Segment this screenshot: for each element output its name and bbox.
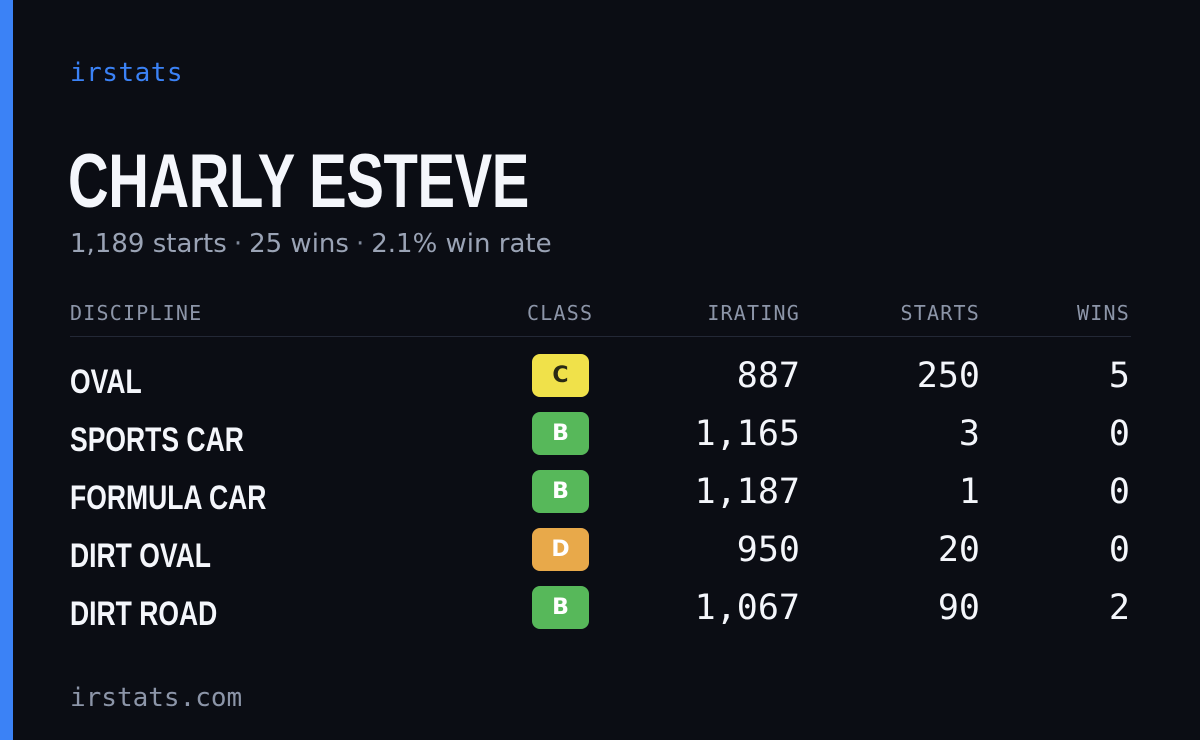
wins-value: 0 <box>1108 472 1130 512</box>
footer-url[interactable]: irstats.com <box>70 683 243 713</box>
discipline-name: SPORTS CAR <box>70 421 244 459</box>
table-row: OVAL C 887 250 5 <box>0 354 1200 412</box>
discipline-name: FORMULA CAR <box>70 479 267 517</box>
class-badge: B <box>532 470 589 513</box>
header-starts: STARTS <box>900 301 980 325</box>
header-discipline: DISCIPLINE <box>70 301 203 325</box>
class-badge: C <box>532 354 589 397</box>
header-wins: WINS <box>1077 301 1130 325</box>
discipline-name: DIRT ROAD <box>70 595 218 633</box>
accent-bar <box>0 0 13 740</box>
irating-value: 1,165 <box>694 414 800 454</box>
table-row: DIRT ROAD B 1,067 90 2 <box>0 586 1200 644</box>
table-row: SPORTS CAR B 1,165 3 0 <box>0 412 1200 470</box>
page-title: CHARLY ESTEVE <box>68 139 529 224</box>
discipline-name: DIRT OVAL <box>70 537 211 575</box>
discipline-name: OVAL <box>70 363 142 401</box>
wins-value: 0 <box>1108 530 1130 570</box>
wins-total: 25 wins <box>249 229 349 259</box>
class-badge: D <box>532 528 589 571</box>
starts-value: 20 <box>937 530 980 570</box>
wins-value: 5 <box>1108 356 1130 396</box>
class-badge: B <box>532 412 589 455</box>
starts-value: 90 <box>937 588 980 628</box>
wins-value: 0 <box>1108 414 1130 454</box>
win-rate: 2.1% win rate <box>371 229 552 259</box>
header-class: CLASS <box>527 301 594 325</box>
irating-value: 1,187 <box>694 472 800 512</box>
starts-total: 1,189 starts <box>70 229 227 259</box>
wins-value: 2 <box>1108 588 1130 628</box>
table-row: DIRT OVAL D 950 20 0 <box>0 528 1200 586</box>
header-divider <box>70 336 1131 337</box>
table-row: FORMULA CAR B 1,187 1 0 <box>0 470 1200 528</box>
starts-value: 1 <box>958 472 980 512</box>
separator: · <box>233 229 243 259</box>
class-badge: B <box>532 586 589 629</box>
driver-summary: 1,189 starts · 25 wins · 2.1% win rate <box>70 226 552 262</box>
header-irating: IRATING <box>707 301 800 325</box>
starts-value: 3 <box>958 414 980 454</box>
irating-value: 950 <box>736 530 800 570</box>
irating-value: 887 <box>736 356 800 396</box>
starts-value: 250 <box>916 356 980 396</box>
irating-value: 1,067 <box>694 588 800 628</box>
separator: · <box>355 229 365 259</box>
brand-logo[interactable]: irstats <box>70 58 184 88</box>
